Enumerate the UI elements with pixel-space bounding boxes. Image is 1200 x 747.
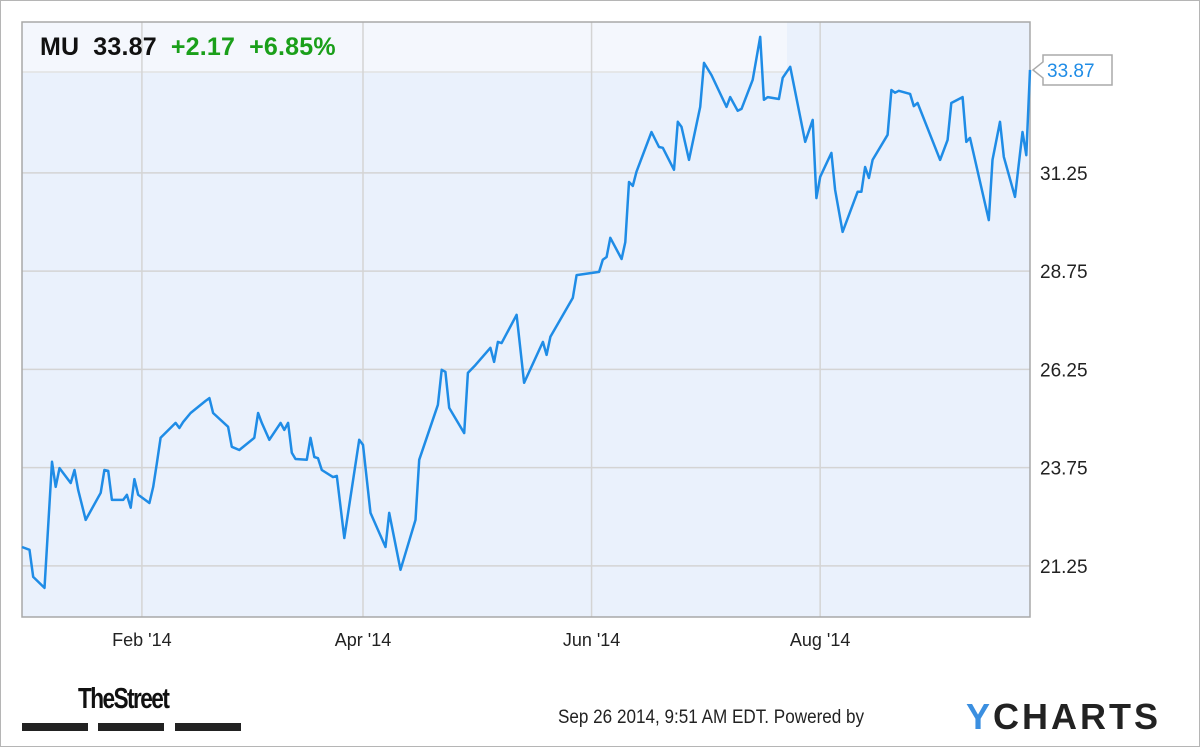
plot-area xyxy=(22,22,1030,617)
thestreet-logo: TheStreet xyxy=(78,683,170,715)
price-change: +2.17 xyxy=(170,33,236,61)
price-line xyxy=(21,35,1032,590)
logo-bar xyxy=(175,723,241,731)
logo-bar xyxy=(98,723,164,731)
y-tick-label: 21.25 xyxy=(1040,557,1088,578)
ticker-symbol: MU xyxy=(40,33,80,61)
last-price: 33.87 xyxy=(93,33,157,61)
y-tick-label: 23.75 xyxy=(1040,459,1088,480)
plot-border xyxy=(21,21,1031,618)
y-tick-label: 28.75 xyxy=(1040,262,1088,283)
ycharts-brand: YCHARTS xyxy=(966,696,1162,737)
header-band xyxy=(22,22,787,72)
y-tick-label: 31.25 xyxy=(1040,164,1088,185)
timestamp: Sep 26 2014, 9:51 AM EDT. xyxy=(558,707,770,728)
ycharts-logo[interactable]: YCHARTS xyxy=(966,696,1161,738)
x-tick-label: Jun '14 xyxy=(563,630,620,650)
x-tick-label: Apr '14 xyxy=(335,630,391,650)
last-value-callout xyxy=(1031,54,1113,86)
last-value-label: 33.87 xyxy=(1047,61,1095,82)
y-tick-label: 26.25 xyxy=(1040,360,1088,381)
price-change-percent: +6.85% xyxy=(249,33,336,61)
footer-text: Sep 26 2014, 9:51 AM EDT. Powered by xyxy=(558,707,864,729)
quote-header: MU 33.87 +2.17 +6.85% xyxy=(40,33,350,62)
powered-by: Powered by xyxy=(773,707,865,728)
x-tick-label: Aug '14 xyxy=(790,630,851,650)
logo-bar xyxy=(22,723,88,731)
x-tick-label: Feb '14 xyxy=(112,630,171,650)
